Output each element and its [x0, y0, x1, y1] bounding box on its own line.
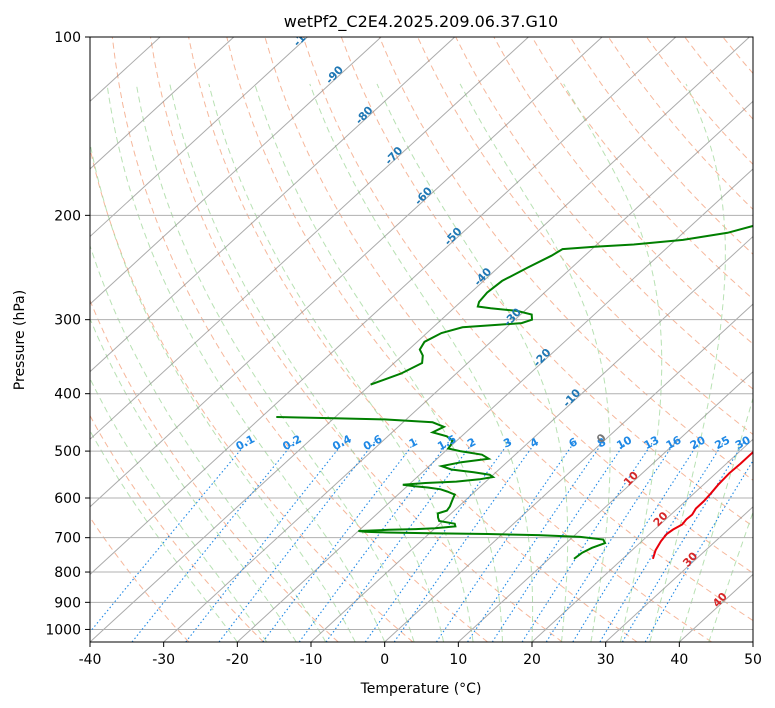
- y-axis: 100 200 300 400 500 600 700 800 900 1000: [45, 30, 90, 638]
- mixing-ratio-line: [435, 440, 576, 642]
- isotherm-line: [90, 37, 308, 238]
- isotherm-line: [90, 37, 235, 170]
- mixing-ratio-label: 16: [664, 433, 684, 452]
- isotherm-line: [531, 438, 753, 642]
- x-tick-label: -10: [300, 652, 323, 668]
- isotherm-line: [90, 37, 456, 373]
- isopleth-labels: 0.10.20.40.611.52346810131620253036-100-…: [234, 37, 753, 610]
- mixing-ratio-line: [521, 440, 655, 642]
- dry-adiabat: [455, 37, 753, 390]
- plot-frame: [89, 36, 754, 643]
- x-tick-label: 40: [670, 652, 688, 668]
- moist-adiabat: [208, 83, 474, 642]
- moist-adiabat: [135, 83, 415, 642]
- moist-adiabat: [678, 396, 753, 642]
- mixing-ratio-label: 20: [688, 433, 708, 452]
- mixing-ratio-label: 25: [713, 433, 733, 452]
- dewpoint-upper-line: [370, 224, 753, 386]
- x-tick-label: -30: [152, 652, 175, 668]
- isotherm-line: [163, 100, 753, 642]
- moist-adiabat: [459, 83, 611, 642]
- moist-adiabat: [563, 83, 663, 642]
- mixing-ratio-line: [491, 440, 627, 642]
- x-tick-label: -20: [226, 652, 249, 668]
- mixing-ratio-line: [545, 440, 677, 642]
- isotherm-line: [90, 37, 677, 576]
- dry-adiabat: [150, 37, 563, 642]
- moist-adiabat: [708, 510, 753, 642]
- x-tick-label: 10: [449, 652, 467, 668]
- y-tick-label: 100: [54, 30, 81, 46]
- dry-adiabat: [90, 145, 414, 642]
- mixing-ratio-line: [599, 440, 725, 642]
- isotherm-line: [90, 37, 750, 642]
- dry-adiabat: [302, 37, 753, 574]
- mixing-ratio-label: 10: [614, 433, 634, 452]
- y-tick-label: 600: [54, 491, 81, 507]
- isotherm-line: [310, 235, 753, 642]
- moist-adiabat: [309, 83, 534, 642]
- mixing-ratio-line: [131, 440, 296, 642]
- dry-adiabat: [111, 37, 488, 642]
- dry-adiabat: [90, 414, 264, 642]
- y-tick-label: 900: [54, 595, 81, 611]
- moist-adiabat: [90, 140, 356, 642]
- y-tick-label: 300: [54, 313, 81, 329]
- moist-adiabat: [90, 317, 297, 642]
- isotherm-line: [90, 37, 529, 440]
- isotherm-line: [457, 370, 753, 642]
- x-axis-title: Temperature (°C): [360, 681, 482, 697]
- moist-adiabat: [90, 244, 327, 642]
- y-tick-label: 700: [54, 531, 81, 547]
- y-tick-label: 800: [54, 565, 81, 581]
- moist-adiabat: [169, 83, 445, 642]
- mixing-ratio-line: [644, 459, 753, 642]
- dry-adiabat: [378, 37, 753, 481]
- mixing-ratio-line: [467, 440, 605, 642]
- moist-adiabat: [106, 83, 386, 642]
- dry-adiabat: [493, 37, 753, 345]
- mixing-ratio-line: [90, 440, 249, 633]
- dewpoint-line: [276, 416, 607, 560]
- mixing-ratio-line: [572, 440, 701, 642]
- data-lines: [276, 224, 753, 560]
- temperature-line: [651, 450, 753, 560]
- dry-adiabat: [264, 37, 753, 622]
- dry-adiabat: [188, 37, 638, 642]
- x-tick-label: 30: [597, 652, 615, 668]
- grid: [90, 37, 753, 642]
- dry-adiabat: [417, 37, 753, 436]
- isotherm-line: [90, 37, 382, 305]
- moist-adiabat: [376, 83, 569, 642]
- y-tick-label: 200: [54, 208, 81, 224]
- x-tick-label: -40: [79, 652, 102, 668]
- dry-adiabat: [531, 37, 753, 300]
- isotherm-line: [384, 303, 753, 642]
- mixing-ratio-line: [218, 440, 377, 642]
- x-tick-label: 50: [744, 652, 762, 668]
- moist-adiabat: [649, 83, 726, 642]
- mixing-ratio-line: [325, 440, 475, 642]
- moist-adiabat: [90, 377, 268, 642]
- x-tick-label: 20: [523, 652, 541, 668]
- x-axis: -40 -30 -20 -10 0 10 20 30 40 50: [79, 642, 762, 668]
- isotherm-line: [236, 168, 753, 642]
- isotherm-line: [90, 37, 603, 508]
- y-tick-label: 400: [54, 387, 81, 403]
- mixing-ratio-label: 13: [642, 433, 662, 452]
- y-axis-title: Pressure (hPa): [12, 290, 28, 390]
- chart-title: wetPf2_C2E4.2025.209.06.37.G10: [284, 12, 558, 32]
- isotherm-line: [605, 506, 753, 642]
- moist-adiabat: [90, 429, 238, 642]
- y-tick-label: 1000: [45, 622, 81, 638]
- x-tick-label: 0: [380, 652, 389, 668]
- mixing-ratio-line: [185, 440, 346, 642]
- y-tick-label: 500: [54, 444, 81, 460]
- mixing-ratio-label: 30: [733, 433, 753, 452]
